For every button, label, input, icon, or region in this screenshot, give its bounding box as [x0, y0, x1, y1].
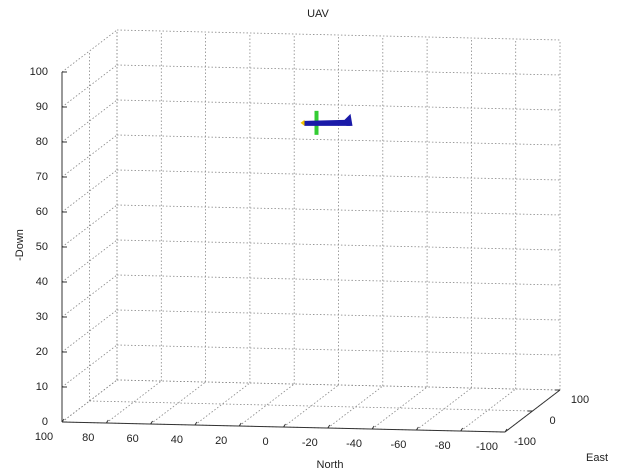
grid-line [61, 239, 118, 283]
x-tick-label: -100 [476, 441, 498, 453]
x-tick [105, 419, 109, 424]
grid-line [116, 379, 561, 391]
x-tick-label: 20 [215, 435, 227, 447]
grid-line [61, 204, 118, 248]
x-tick [238, 422, 242, 427]
grid-line [61, 274, 118, 318]
grid-line [116, 99, 561, 111]
uav-nose [300, 119, 305, 126]
grid-line [61, 29, 118, 73]
grid-line [194, 382, 251, 426]
z-tick-label: 30 [36, 311, 48, 323]
y-tick-label: 100 [571, 394, 589, 406]
grid-line [116, 134, 561, 146]
grid-line [106, 380, 162, 424]
x-tick-label: 60 [126, 433, 138, 445]
chart-title: UAV [307, 8, 329, 20]
z-tick-label: 20 [36, 346, 48, 358]
grid-line [61, 64, 118, 108]
z-tick-label: 70 [36, 171, 48, 183]
x-tick [371, 425, 375, 430]
grid-line [460, 388, 516, 432]
x-tick [327, 424, 331, 429]
x-axis-label: North [317, 459, 344, 471]
z-tick-label: 60 [36, 206, 48, 218]
y-tick-label: -100 [514, 436, 536, 448]
x-tick [283, 423, 286, 428]
x-tick [460, 427, 464, 432]
z-axis-label: -Down [14, 229, 26, 261]
z-tick-label: 50 [36, 241, 48, 253]
uav-tail [344, 113, 353, 126]
grid-line [327, 385, 384, 429]
uav-fuselage [304, 119, 351, 126]
uav [300, 110, 353, 135]
z-tick-label: 100 [30, 66, 48, 78]
x-tick-label: 0 [262, 436, 268, 448]
grid-line [61, 309, 118, 353]
z-tick-label: 10 [36, 381, 48, 393]
x-tick-label: 80 [82, 432, 94, 444]
z-tick-label: 90 [36, 101, 48, 113]
grid-line [150, 381, 206, 425]
z-tick-label: 0 [42, 416, 48, 428]
grid-line [116, 169, 561, 181]
x-tick-label: 40 [171, 434, 183, 446]
x-tick [415, 426, 419, 431]
y-tick-label: 0 [549, 415, 555, 427]
grid-line [371, 386, 428, 430]
grid-line [238, 383, 295, 427]
x-tick [150, 420, 154, 425]
grid-line [116, 274, 561, 286]
grid-line [116, 204, 561, 216]
x-tick-label: -40 [346, 438, 362, 450]
x-tick-label: 100 [35, 431, 53, 443]
x-tick [504, 428, 508, 433]
grid-line [61, 134, 118, 178]
grid-line [61, 344, 118, 388]
x-tick-label: -80 [435, 440, 451, 452]
grid-line [89, 400, 533, 412]
grid-line [116, 309, 561, 321]
grid-line [283, 384, 339, 428]
grid-line [116, 344, 561, 356]
x-tick [194, 421, 198, 426]
z-tick-label: 40 [36, 276, 48, 288]
grid-line [61, 169, 118, 213]
z-tick-label: 80 [36, 136, 48, 148]
x-tick-label: -20 [302, 437, 318, 449]
grid-line [116, 239, 561, 251]
y-axis-label: East [586, 452, 608, 464]
grid-line [116, 64, 561, 76]
grid-line [61, 379, 118, 423]
grid-line [61, 99, 118, 143]
x-tick-label: -60 [390, 439, 406, 451]
grid-line [116, 29, 561, 41]
grid-line [416, 387, 472, 431]
